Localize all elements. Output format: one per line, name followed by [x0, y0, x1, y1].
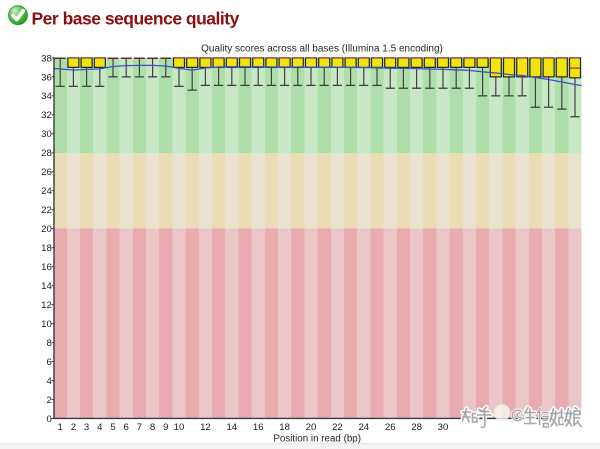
svg-text:6: 6	[124, 422, 129, 433]
svg-text:4: 4	[46, 376, 52, 387]
svg-text:8: 8	[46, 338, 51, 349]
svg-text:16: 16	[253, 422, 264, 433]
svg-text:10: 10	[41, 319, 52, 330]
svg-text:18: 18	[279, 422, 290, 433]
svg-text:32: 32	[41, 110, 52, 121]
svg-text:36: 36	[41, 72, 52, 83]
svg-text:Position in read (bp): Position in read (bp)	[273, 434, 361, 445]
svg-text:5: 5	[110, 422, 115, 433]
svg-text:12: 12	[200, 422, 211, 433]
svg-text:18: 18	[41, 243, 52, 254]
svg-text:Per base sequence quality: Per base sequence quality	[32, 9, 240, 29]
svg-text:38: 38	[41, 53, 52, 64]
svg-text:22: 22	[332, 422, 343, 433]
svg-text:30: 30	[41, 129, 52, 140]
svg-text:2: 2	[71, 422, 76, 433]
svg-text:28: 28	[411, 422, 422, 433]
svg-text:1: 1	[58, 422, 63, 433]
svg-text:6: 6	[46, 357, 51, 368]
svg-text:20: 20	[41, 224, 52, 235]
svg-text:26: 26	[41, 167, 52, 178]
svg-text:12: 12	[41, 300, 52, 311]
svg-text:26: 26	[385, 422, 396, 433]
svg-text:30: 30	[438, 422, 449, 433]
svg-text:2: 2	[46, 395, 51, 406]
svg-text:14: 14	[226, 422, 237, 433]
svg-text:24: 24	[358, 422, 369, 433]
svg-text:22: 22	[41, 205, 52, 216]
svg-text:16: 16	[41, 262, 52, 273]
svg-text:7: 7	[137, 422, 142, 433]
svg-text:20: 20	[306, 422, 317, 433]
svg-text:Quality scores across all base: Quality scores across all bases (Illumin…	[201, 44, 443, 55]
svg-text:34: 34	[41, 91, 52, 102]
svg-text:0: 0	[46, 414, 51, 425]
svg-text:28: 28	[41, 148, 52, 159]
svg-text:24: 24	[41, 186, 52, 197]
svg-text:14: 14	[41, 281, 52, 292]
svg-text:10: 10	[174, 422, 185, 433]
svg-text:3: 3	[84, 422, 89, 433]
svg-text:9: 9	[163, 422, 168, 433]
svg-text:8: 8	[150, 422, 155, 433]
svg-text:4: 4	[97, 422, 103, 433]
